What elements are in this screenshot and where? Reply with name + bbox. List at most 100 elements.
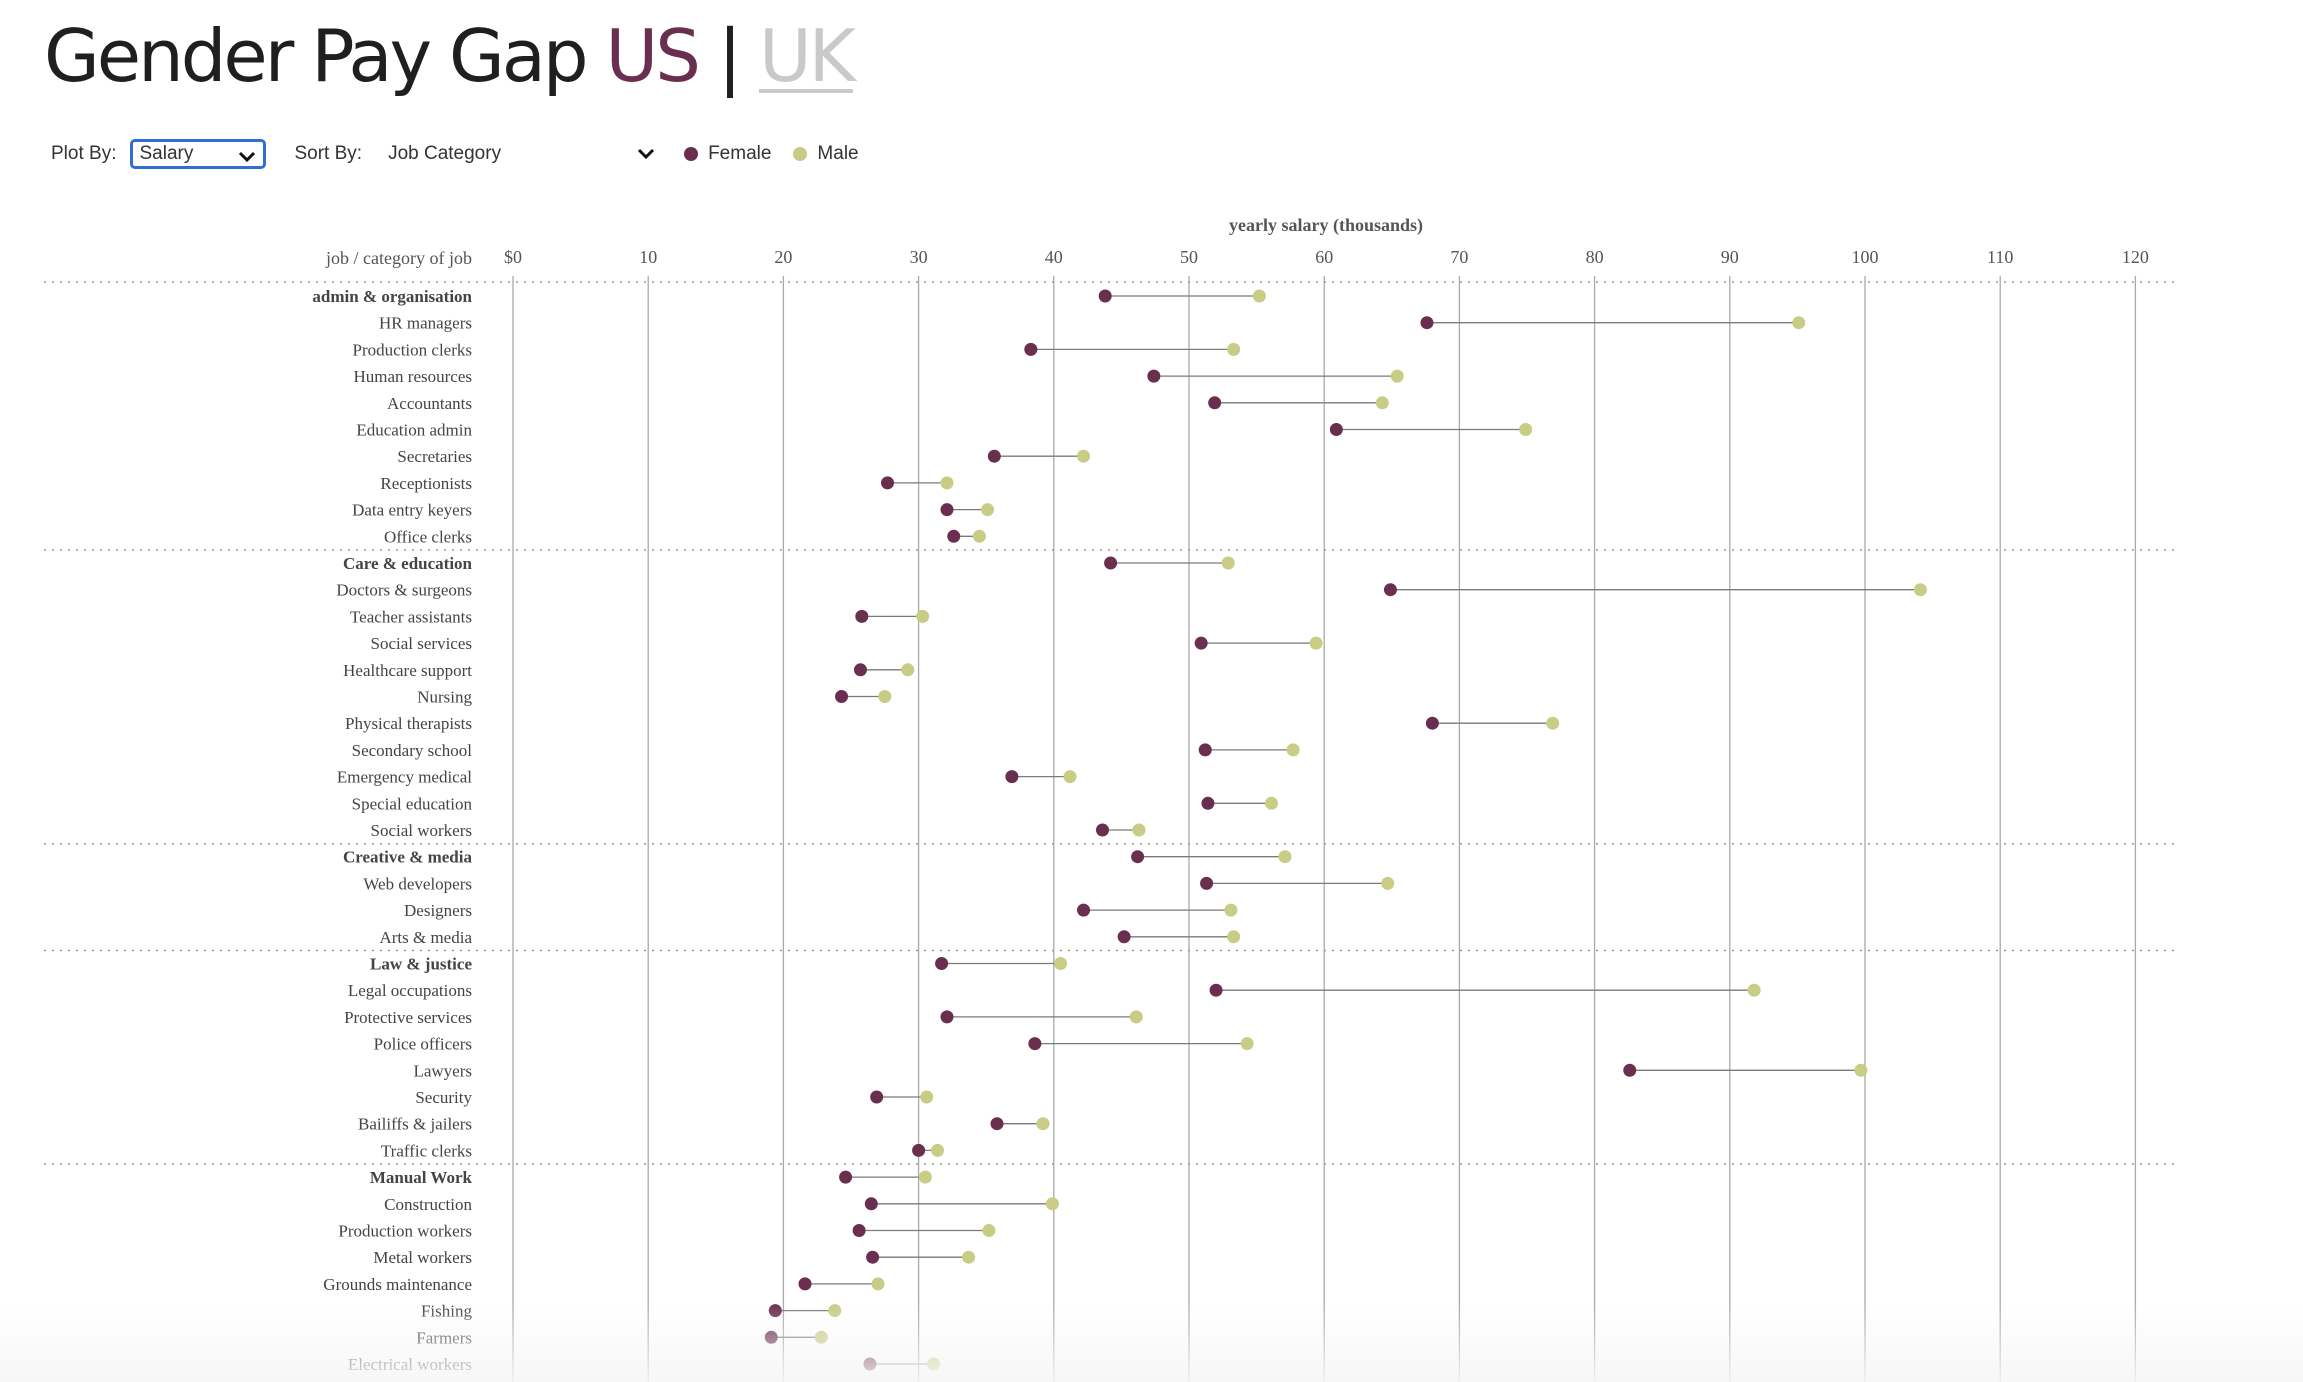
job-row: Electrical workers	[348, 1355, 940, 1374]
job-label: Social workers	[370, 821, 472, 840]
male-point	[871, 1277, 885, 1291]
job-label: Fishing	[421, 1302, 473, 1321]
male-point	[878, 690, 892, 703]
job-label: Social services	[371, 634, 473, 653]
sort-by-label: Sort By:	[294, 143, 363, 164]
job-label: Office clerks	[384, 527, 472, 546]
job-label: Arts & media	[379, 928, 472, 947]
job-row: Metal workers	[373, 1248, 976, 1267]
job-label: Special education	[352, 794, 473, 813]
male-point	[901, 663, 915, 677]
job-row: Accountants	[387, 394, 1389, 413]
category-row: Manual Work	[370, 1168, 932, 1187]
male-point	[981, 503, 995, 517]
job-row: Web developers	[363, 874, 1395, 893]
male-point	[920, 1090, 934, 1104]
male-point	[1519, 423, 1533, 436]
female-point	[1425, 716, 1439, 730]
female-point	[1329, 423, 1343, 436]
plot-by-select[interactable]: Salary	[130, 139, 267, 169]
male-point	[1375, 396, 1389, 410]
job-row: Social services	[371, 634, 1323, 653]
country-us-link[interactable]: US	[605, 14, 701, 98]
job-label: Designers	[404, 901, 472, 920]
male-point	[1792, 316, 1806, 330]
job-label: Bailiffs & jailers	[358, 1115, 472, 1134]
male-point	[1132, 823, 1146, 837]
job-row: Teacher assistants	[350, 607, 930, 626]
job-row: HR managers	[379, 314, 1806, 333]
female-point	[912, 1143, 926, 1157]
female-point	[1200, 876, 1214, 890]
male-point	[1077, 449, 1091, 463]
female-point	[866, 1250, 880, 1264]
female-point	[881, 476, 895, 490]
female-point	[1117, 930, 1131, 944]
female-point	[1208, 396, 1222, 410]
female-point	[1095, 823, 1109, 837]
male-point	[1546, 716, 1560, 730]
sort-by-select[interactable]: Job Category	[382, 139, 662, 169]
x-tick-label: 80	[1586, 247, 1604, 267]
job-row: Secondary school	[352, 741, 1300, 760]
female-point	[940, 1010, 954, 1024]
job-row: Nursing	[417, 688, 892, 707]
chevron-down-icon	[239, 151, 256, 163]
male-point	[916, 609, 930, 623]
rows-layer: admin & organisation HR managers Productio…	[312, 287, 1927, 1374]
legend-female-label: Female	[708, 143, 772, 164]
x-tick-label: 30	[910, 247, 928, 267]
job-label: Education admin	[356, 421, 472, 440]
job-row: Special education	[352, 794, 1278, 813]
female-point	[1024, 342, 1038, 356]
job-row: Secretaries	[397, 447, 1091, 466]
female-point	[864, 1197, 878, 1211]
female-point	[764, 1330, 778, 1344]
grid-layer	[512, 276, 2137, 1382]
job-row: Office clerks	[384, 527, 986, 546]
x-tick-label: 20	[774, 247, 792, 267]
female-point	[1623, 1063, 1637, 1077]
male-point	[1045, 1197, 1059, 1211]
job-row: Production clerks	[353, 340, 1241, 359]
job-row: Arts & media	[379, 928, 1241, 947]
x-tick-label: 110	[1987, 247, 2013, 267]
female-point	[1420, 316, 1434, 330]
x-tick-label: 10	[639, 247, 657, 267]
job-label: Electrical workers	[348, 1355, 472, 1374]
category-row: admin & organisation	[312, 287, 1266, 306]
male-point	[931, 1143, 945, 1157]
female-point	[1209, 983, 1223, 997]
female-point	[1147, 369, 1161, 383]
job-label: Legal occupations	[348, 981, 472, 1000]
job-row: Grounds maintenance	[323, 1275, 885, 1294]
category-row: Creative & media	[343, 848, 1292, 867]
title-main: Gender Pay Gap	[44, 14, 589, 98]
male-point	[1227, 930, 1241, 944]
job-label: Data entry keyers	[352, 501, 472, 520]
category-label: Creative & media	[343, 848, 473, 867]
job-label: Physical therapists	[345, 714, 472, 733]
female-point	[870, 1090, 884, 1104]
category-row: Care & education	[343, 554, 1235, 573]
female-point	[987, 449, 1001, 463]
job-label: HR managers	[379, 314, 472, 333]
female-point	[1005, 770, 1019, 784]
chevron-down-icon	[638, 148, 655, 160]
job-row: Lawyers	[413, 1061, 1868, 1080]
job-label: Metal workers	[373, 1248, 472, 1267]
male-point	[1054, 957, 1068, 970]
job-row: Receptionists	[380, 474, 954, 493]
female-point	[1131, 850, 1145, 864]
country-uk-link[interactable]: UK	[758, 14, 856, 98]
legend-female: Female	[684, 143, 771, 165]
page-title: Gender Pay Gap US | UK	[44, 14, 856, 98]
job-label: Production clerks	[353, 340, 472, 359]
male-point	[1309, 636, 1323, 650]
female-point	[835, 690, 849, 703]
category-row: Law & justice	[370, 955, 1068, 974]
job-row: Police officers	[374, 1035, 1254, 1054]
male-point	[1129, 1010, 1143, 1024]
job-label: Construction	[384, 1195, 472, 1214]
female-point	[1198, 743, 1212, 757]
